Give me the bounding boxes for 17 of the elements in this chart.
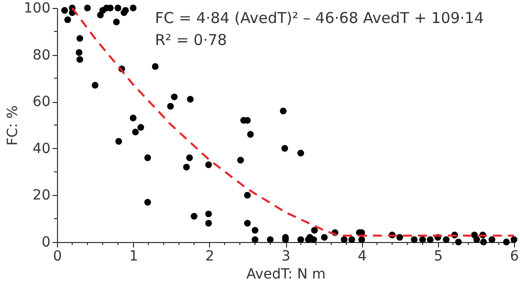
y-tick-label: 40 xyxy=(32,140,50,157)
y-tick-label: 20 xyxy=(32,188,50,204)
y-tick-label: 0 xyxy=(42,234,50,250)
x-tick-label: 6 xyxy=(510,248,520,264)
x-tick-label: 1 xyxy=(129,248,138,264)
x-tick-label: 4 xyxy=(358,248,367,264)
y-tick-label: 80 xyxy=(32,47,50,64)
x-tick-label: 2 xyxy=(205,248,214,264)
annotation: FC = 4·84 (AvedT)² – 46·68 AvedT + 109·14 xyxy=(155,9,484,27)
y-tick-label: 100 xyxy=(24,0,50,16)
x-axis-title: AvedT: N m xyxy=(246,266,326,282)
x-tick-label: 3 xyxy=(282,248,290,264)
y-tick-label: 60 xyxy=(32,94,50,110)
x-tick-label: 5 xyxy=(434,248,443,264)
y-axis-title: FC: % xyxy=(4,105,21,146)
annotation: R² = 0·78 xyxy=(155,31,227,49)
x-tick-label: 0 xyxy=(53,248,62,264)
